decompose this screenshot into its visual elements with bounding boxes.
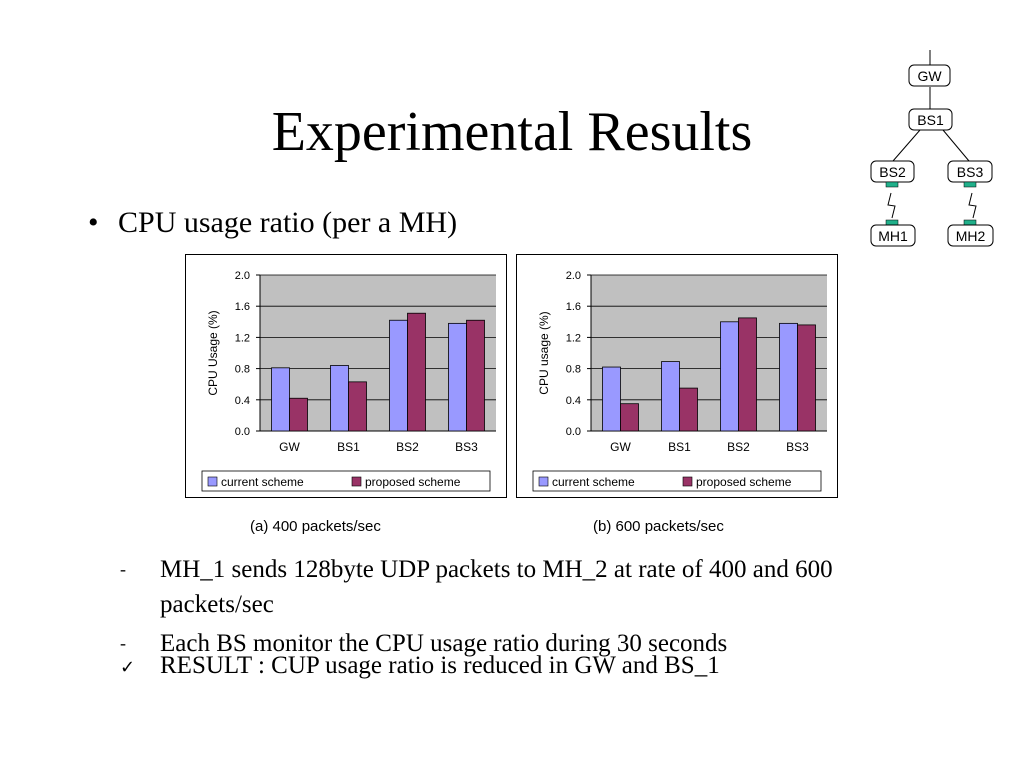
chart-b-svg: 0.0 0.4 0.8 1.2 1.6 2.0 GW BS1 BS2 BS3 CPU usage (… [532,270,827,492]
topo-node-label: BS1 [917,112,944,128]
chart-b-caption: (b) 600 packets/sec [593,518,724,535]
bar [348,381,367,432]
bar [466,319,485,432]
bar [407,312,426,432]
x-tick-label: GW [279,440,300,454]
wireless-link-icon [968,192,977,219]
topo-node-mh1: MH1 [870,219,916,247]
bar [330,365,349,432]
topo-node-label: GW [917,68,942,84]
slide-title: Experimental Results [271,101,753,163]
x-tick-label: BS2 [396,440,419,454]
x-tick-label: BS1 [668,440,691,454]
antenna-icon [885,181,899,188]
topo-node-bs2: BS2 [870,160,915,188]
bar [738,317,757,432]
bar [661,361,680,432]
legend-box [201,470,491,492]
topo-node-label: BS3 [957,164,984,180]
bar [289,397,308,432]
subpoint-text: Each BS monitor the CPU usage ratio duri… [160,630,728,657]
bar [679,387,698,432]
bar [779,322,798,432]
checkmark-icon: ✓ [120,657,136,678]
legend-entry: proposed scheme [696,475,792,489]
antenna-icon [885,219,899,226]
legend-swatch [207,476,218,487]
subpoint-text: MH_1 sends 128byte UDP packets to MH_2 a… [160,556,833,618]
y-tick-label: 1.6 [235,301,250,313]
legend-entry: current scheme [221,475,304,489]
dash-mark: - [120,559,126,579]
chart-a-caption: (a) 400 packets/sec [250,518,381,535]
bar [602,366,621,432]
y-tick-label: 2.0 [566,270,581,282]
subpoint-2: - Each BS monitor the CPU usage ratio du… [120,626,940,661]
wireless-link-icon [887,192,896,219]
bar [720,321,739,432]
bar [448,322,467,432]
legend-box [532,470,822,492]
y-tick-label: 0.0 [566,426,581,438]
bullet-text: CPU usage ratio (per a MH) [118,206,458,239]
topo-link-bs1-bs2 [892,129,921,162]
topo-node-mh2: MH2 [947,219,994,247]
y-tick-label: 1.2 [566,332,581,344]
y-tick-label: 2.0 [235,270,250,282]
bar [797,324,816,432]
result-line: ✓ RESULT : CUP usage ratio is reduced in … [120,652,720,680]
chart-b: 0.0 0.4 0.8 1.2 1.6 2.0 GW BS1 BS2 BS3 CPU usage (… [516,254,838,498]
legend-swatch [682,476,693,487]
bar [620,403,639,432]
antenna-icon [963,219,977,226]
legend-swatch [538,476,549,487]
bar [389,319,408,432]
y-tick-label: 0.4 [235,395,250,407]
topo-node-gw: GW [908,64,951,87]
x-tick-label: BS3 [786,440,809,454]
y-tick-label: 0.8 [235,364,250,376]
chart-a: 0.0 0.4 0.8 1.2 1.6 2.0 GW BS1 BS2 BS3 CPU Usage (… [185,254,507,498]
y-tick-label: 0.0 [235,426,250,438]
topo-node-label: BS2 [879,164,906,180]
y-axis-label: CPU Usage (%) [206,310,220,395]
bar [271,367,290,432]
x-tick-label: BS1 [337,440,360,454]
result-text: RESULT : CUP usage ratio is reduced in G… [160,652,720,679]
chart-a-svg: 0.0 0.4 0.8 1.2 1.6 2.0 GW BS1 BS2 BS3 CPU Usage (… [201,270,496,492]
network-topology-diagram: GW BS1 BS2 BS3 MH1 MH2 [870,50,994,247]
x-tick-label: BS3 [455,440,478,454]
main-bullet: • CPU usage ratio (per a MH) [88,206,457,240]
antenna-icon [963,181,977,188]
topo-node-label: MH2 [956,228,986,244]
legend-entry: proposed scheme [365,475,461,489]
legend-entry: current scheme [552,475,635,489]
y-tick-label: 1.6 [566,301,581,313]
bullet-mark: • [88,206,99,239]
topo-node-bs1: BS1 [908,108,953,131]
y-tick-label: 1.2 [235,332,250,344]
legend-swatch [351,476,362,487]
dash-mark: - [120,633,126,653]
y-tick-label: 0.4 [566,395,581,407]
subpoint-1: - MH_1 sends 128byte UDP packets to MH_2… [120,552,940,622]
x-tick-label: BS2 [727,440,750,454]
topo-node-label: MH1 [878,228,908,244]
y-tick-label: 0.8 [566,364,581,376]
x-tick-label: GW [610,440,631,454]
topo-node-bs3: BS3 [947,160,993,188]
topo-link-bs1-bs3 [942,129,970,162]
y-axis-label: CPU usage (%) [537,311,551,394]
